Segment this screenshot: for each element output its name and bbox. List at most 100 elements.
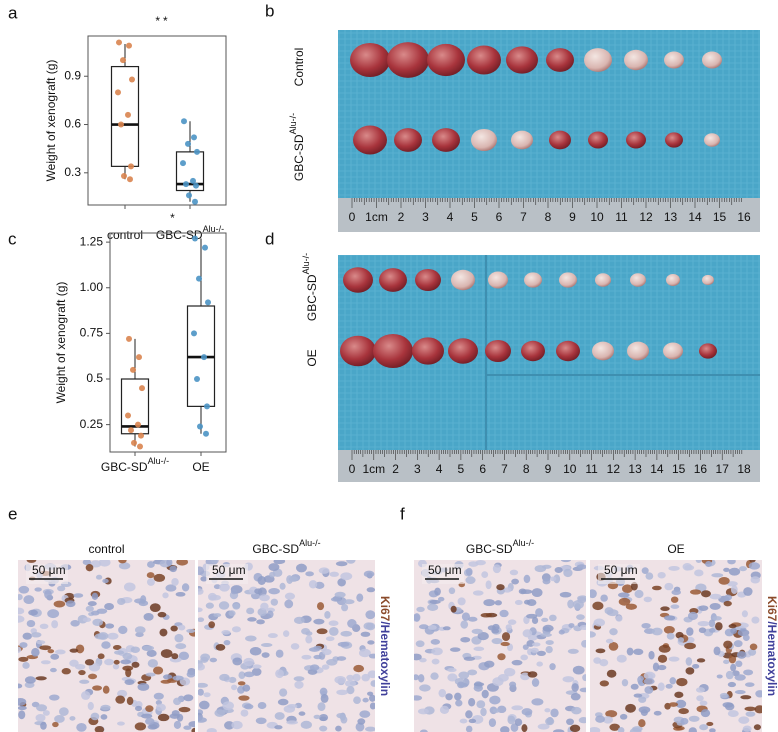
cell-nucleus (341, 603, 349, 612)
cell-nucleus (344, 680, 357, 688)
cell-nucleus (545, 640, 554, 646)
cell-nucleus (125, 668, 132, 678)
cell-nucleus (366, 587, 375, 593)
cell-nucleus (500, 641, 510, 647)
cell-nucleus (319, 687, 328, 696)
cell-nucleus (316, 628, 328, 635)
cell-nucleus (85, 605, 94, 612)
cell-nucleus (566, 718, 574, 726)
cell-nucleus (579, 624, 586, 631)
cell-nucleus (97, 653, 105, 660)
ruler-label: 11 (585, 462, 598, 476)
cell-nucleus (36, 640, 46, 645)
cell-nucleus (39, 623, 49, 629)
cell-nucleus (744, 706, 757, 712)
cell-nucleus (231, 684, 238, 691)
cell-nucleus (510, 723, 519, 732)
cell-nucleus (198, 700, 210, 710)
cell-nucleus (684, 564, 695, 571)
cell-nucleus (651, 627, 663, 636)
cell-nucleus (88, 673, 98, 680)
cell-nucleus (535, 608, 544, 617)
cell-nucleus (362, 697, 369, 703)
cell-nucleus (54, 715, 65, 723)
x-tick-label: GBC-SDAlu-/- (156, 224, 224, 242)
cell-nucleus (231, 720, 243, 730)
tumor (549, 130, 571, 150)
data-point (125, 111, 131, 118)
panel-letter: f (400, 504, 405, 523)
cell-nucleus (698, 627, 707, 634)
tumor (511, 130, 533, 150)
cell-nucleus (686, 627, 694, 636)
cell-nucleus (277, 698, 289, 706)
cell-nucleus (602, 716, 614, 724)
cell-nucleus (595, 648, 606, 654)
ruler-label: 9 (569, 210, 576, 224)
cell-nucleus (712, 616, 722, 621)
ruler-label: 3 (422, 210, 429, 224)
tumor (702, 51, 722, 69)
cell-nucleus (726, 581, 738, 587)
cell-nucleus (743, 669, 754, 676)
cell-nucleus (300, 720, 312, 729)
cell-nucleus (222, 701, 234, 711)
ruler-label: 14 (650, 462, 664, 476)
cell-nucleus (719, 692, 729, 699)
cell-nucleus (40, 660, 51, 665)
cell-nucleus (695, 687, 705, 693)
cell-nucleus (427, 603, 439, 612)
cell-nucleus (146, 572, 155, 579)
data-point (115, 89, 121, 96)
cell-nucleus (247, 617, 257, 622)
data-point (138, 432, 144, 439)
row-label-main: OE (305, 349, 319, 366)
cell-nucleus (484, 660, 495, 668)
cell-nucleus (165, 584, 177, 592)
cell-nucleus (238, 671, 246, 680)
cell-nucleus (370, 680, 375, 687)
cell-nucleus (173, 697, 182, 706)
cell-nucleus (688, 715, 700, 722)
cell-nucleus (657, 654, 668, 663)
cell-nucleus (459, 718, 468, 724)
stain-hematoxylin: /Hematoxylin (765, 621, 778, 696)
cell-nucleus (214, 709, 226, 717)
cell-nucleus (134, 722, 147, 731)
tumor (699, 343, 717, 359)
cell-nucleus (367, 691, 374, 696)
cell-nucleus (268, 588, 280, 595)
cell-nucleus (468, 718, 477, 724)
data-point (193, 182, 199, 189)
cell-nucleus (743, 587, 753, 596)
cell-nucleus (501, 632, 511, 641)
cell-nucleus (431, 658, 440, 665)
ruler-label: 0 (349, 462, 356, 476)
panel-letter: b (265, 1, 274, 20)
cell-nucleus (215, 643, 226, 651)
cell-nucleus (738, 716, 750, 724)
cell-nucleus (414, 674, 419, 681)
data-point (121, 173, 127, 180)
cell-nucleus (50, 667, 57, 673)
ruler-label: 4 (447, 210, 454, 224)
cell-nucleus (147, 561, 155, 568)
data-point (190, 177, 196, 184)
cell-nucleus (290, 643, 300, 650)
cell-nucleus (322, 648, 332, 656)
cell-nucleus (293, 676, 305, 682)
cell-nucleus (723, 600, 732, 607)
cell-nucleus (416, 606, 425, 612)
cell-nucleus (709, 602, 721, 610)
cell-nucleus (186, 671, 195, 678)
cell-nucleus (76, 723, 87, 732)
cell-nucleus (467, 616, 478, 622)
cell-nucleus (576, 614, 585, 621)
tumor (663, 342, 683, 360)
cell-nucleus (147, 659, 159, 668)
cell-nucleus (468, 698, 476, 707)
cell-nucleus (417, 708, 429, 715)
cell-nucleus (153, 692, 164, 700)
data-point (186, 192, 192, 199)
data-point (125, 412, 131, 419)
